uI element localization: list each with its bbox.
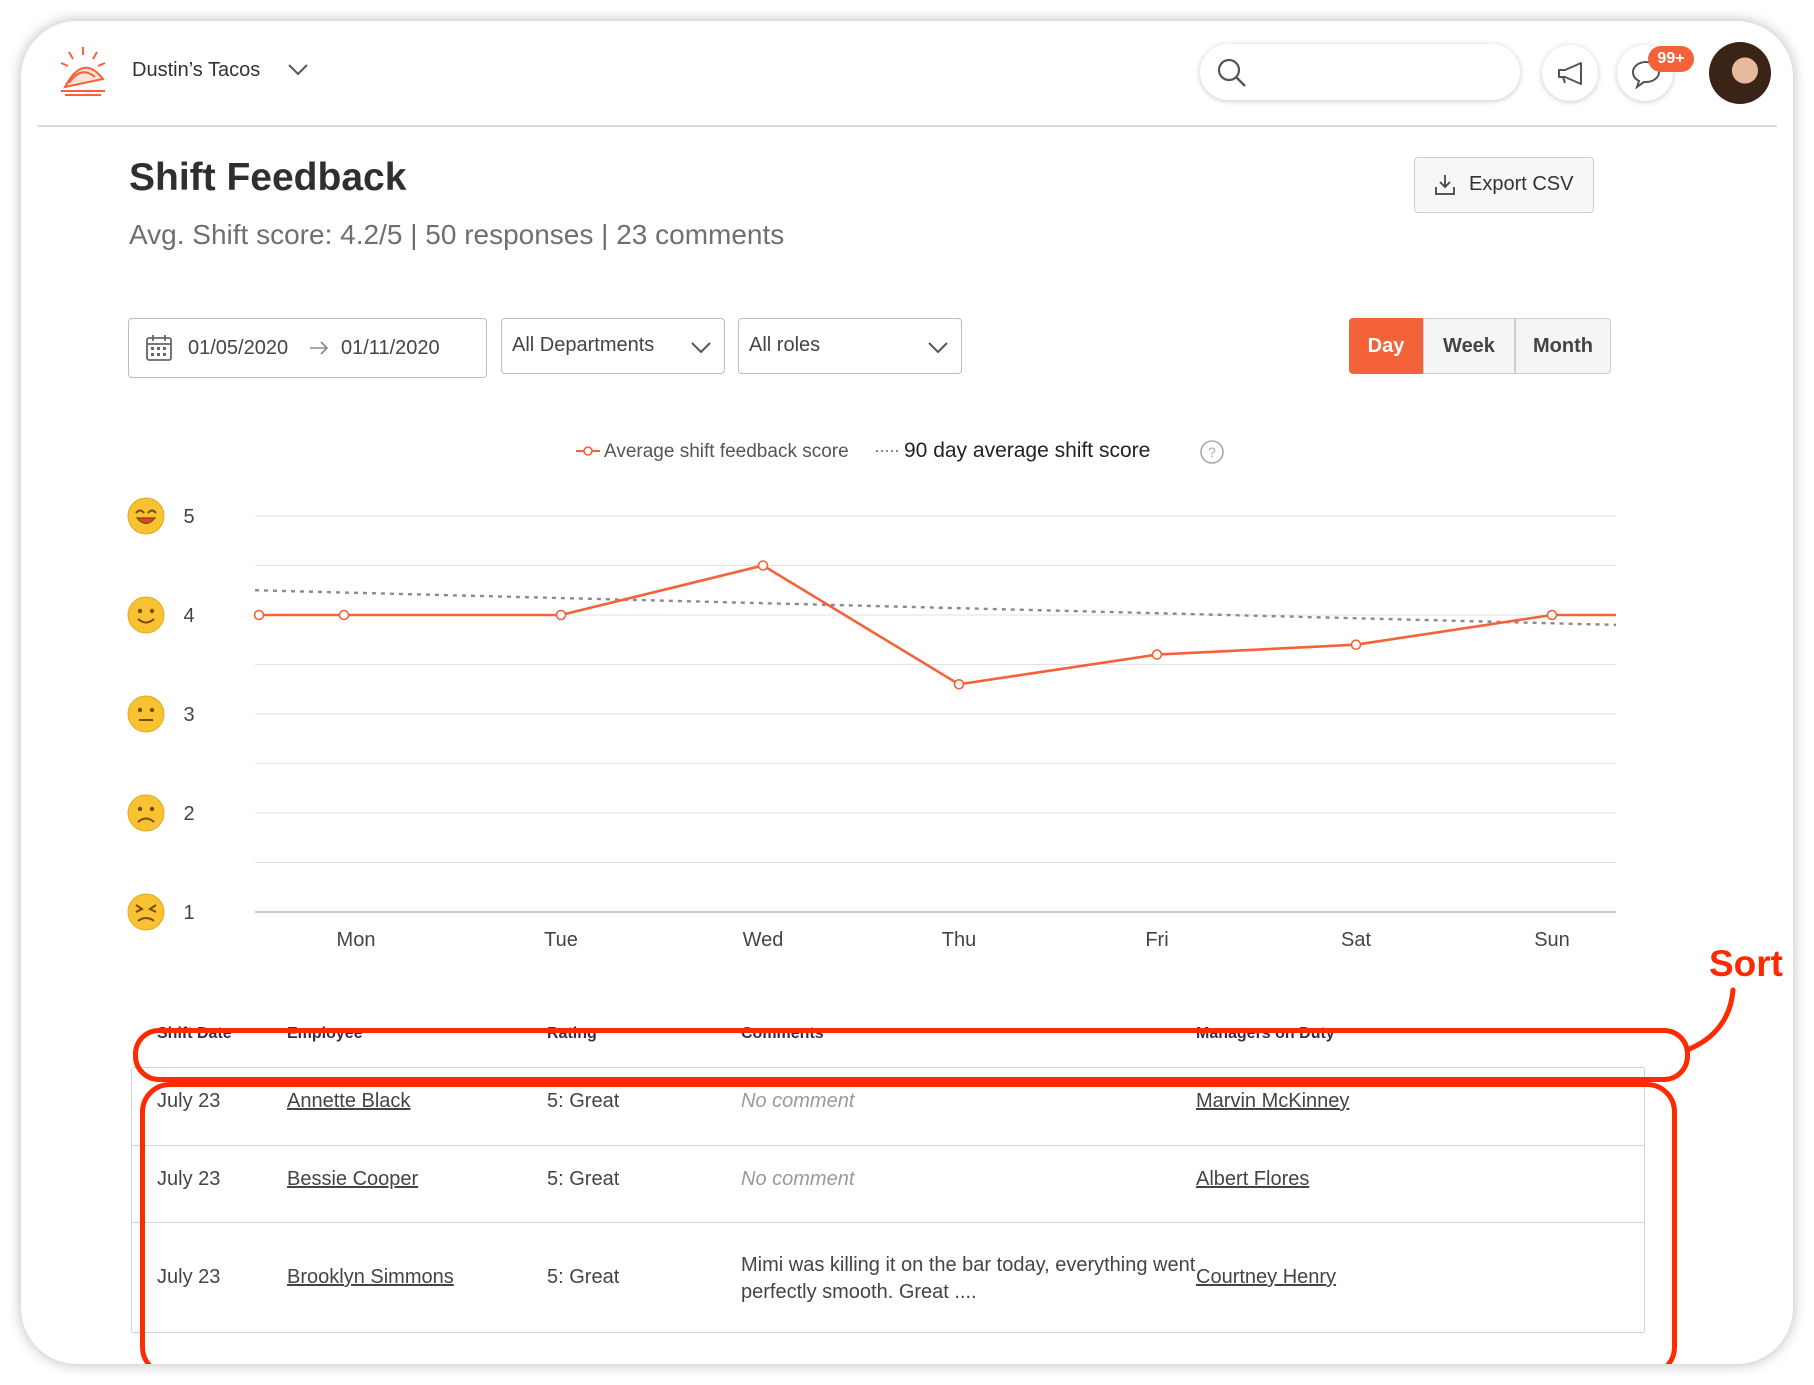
- megaphone-icon: [1558, 62, 1582, 85]
- month-button[interactable]: Month: [1515, 318, 1611, 374]
- week-button[interactable]: Week: [1423, 318, 1515, 374]
- manager-link[interactable]: Courtney Henry: [1196, 1266, 1337, 1288]
- separator: |: [593, 219, 617, 250]
- x-tick-label: Sun: [1534, 929, 1570, 951]
- manager-link[interactable]: Albert Flores: [1196, 1168, 1310, 1190]
- emoji-face-icon: [127, 794, 165, 832]
- department-select-value: All Departments: [512, 334, 655, 356]
- search-input[interactable]: [1200, 44, 1520, 100]
- x-tick-label: Fri: [1145, 929, 1168, 951]
- chevron-down-icon[interactable]: [287, 63, 309, 77]
- table-row[interactable]: July 23 Annette Black 5: Great No commen…: [132, 1068, 1644, 1145]
- y-tick-label: 3: [183, 704, 194, 726]
- manager-link[interactable]: Marvin McKinney: [1196, 1090, 1350, 1112]
- role-select-value: All roles: [749, 334, 821, 356]
- data-point: [1151, 649, 1163, 660]
- data-point: [253, 609, 265, 621]
- table-row[interactable]: July 23 Brooklyn Simmons 5: Great Mimi w…: [132, 1223, 1644, 1331]
- comments-count: 23 comments: [616, 219, 785, 250]
- annotation-arrow: [1684, 987, 1736, 1053]
- sort-highlight-header: [133, 1028, 1690, 1082]
- day-button[interactable]: Day: [1349, 318, 1423, 374]
- data-point: [555, 609, 567, 621]
- chevron-down-icon: [691, 342, 711, 354]
- row-divider: [132, 1145, 1644, 1146]
- sort-highlight-rows: [140, 1082, 1677, 1364]
- taco-logo-icon: [60, 47, 106, 96]
- emoji-face-icon: [127, 695, 165, 733]
- role-select[interactable]: All roles: [738, 318, 962, 374]
- y-tick-label: 4: [183, 605, 194, 627]
- responses-count: 50 responses: [425, 219, 594, 250]
- help-icon[interactable]: ?: [1199, 439, 1225, 465]
- emoji-face-icon: [127, 596, 165, 634]
- row-divider: [132, 1222, 1644, 1223]
- separator: |: [402, 219, 426, 250]
- emoji-face-icon: [127, 497, 165, 535]
- data-point: [338, 609, 350, 621]
- export-csv-button[interactable]: Export CSV: [1414, 157, 1594, 213]
- export-csv-label: Export CSV: [1469, 173, 1574, 195]
- cell-shift-date: July 23: [157, 1266, 221, 1288]
- top-bar: Dustin’s Tacos 99+: [37, 21, 1777, 127]
- avg-score-text: Avg. Shift score: 4.2/5: [129, 219, 403, 250]
- score-line-chart: 5 4 3 2 1 Mon Tue Wed Thu Fri Sat Sun: [127, 497, 1617, 951]
- data-point: [1546, 609, 1558, 621]
- series-line-90-day: [254, 589, 1617, 627]
- sort-annotation-label: Sort: [1709, 943, 1783, 984]
- y-tick-label: 1: [183, 902, 194, 924]
- cell-comment: Mimi was killing it on the bar today, ev…: [741, 1254, 1196, 1303]
- employee-link[interactable]: Brooklyn Simmons: [287, 1266, 454, 1288]
- department-select[interactable]: All Departments: [501, 318, 725, 374]
- emoji-face-icon: [127, 893, 165, 931]
- granularity-toggle: Day Week Month: [1349, 318, 1611, 374]
- legend-dotted-marker: [876, 450, 898, 452]
- avatar[interactable]: [1709, 42, 1771, 104]
- legend-label-90day: 90 day average shift score: [904, 439, 1151, 462]
- summary-stats: Avg. Shift score: 4.2/5 | 50 responses |…: [129, 219, 784, 251]
- calendar-icon: [146, 335, 172, 361]
- y-tick-label: 2: [183, 803, 194, 825]
- download-icon: [1435, 175, 1455, 195]
- data-point: [1350, 639, 1362, 650]
- employee-link[interactable]: Bessie Cooper: [287, 1168, 419, 1190]
- cell-rating: 5: Great: [547, 1168, 620, 1190]
- x-tick-label: Mon: [337, 929, 376, 951]
- start-date: 01/05/2020: [188, 337, 289, 359]
- data-point: [953, 679, 965, 690]
- x-tick-label: Tue: [544, 929, 578, 951]
- cell-rating: 5: Great: [547, 1266, 620, 1288]
- feedback-table: July 23 Annette Black 5: Great No commen…: [131, 1067, 1645, 1333]
- cell-comment: No comment: [741, 1168, 855, 1190]
- announcements-button[interactable]: [1542, 45, 1598, 101]
- data-point: [757, 560, 769, 571]
- x-tick-label: Wed: [743, 929, 784, 951]
- chevron-down-icon: [928, 342, 948, 354]
- y-tick-label: 5: [183, 506, 194, 528]
- svg-text:?: ?: [1208, 444, 1216, 460]
- end-date: 01/11/2020: [341, 337, 440, 359]
- page-title: Shift Feedback: [129, 156, 407, 199]
- x-tick-label: Thu: [942, 929, 976, 951]
- table-row[interactable]: July 23 Bessie Cooper 5: Great No commen…: [132, 1146, 1644, 1222]
- cell-rating: 5: Great: [547, 1090, 620, 1112]
- search-icon: [1217, 58, 1246, 87]
- legend-label-average: Average shift feedback score: [604, 441, 849, 462]
- org-name[interactable]: Dustin’s Tacos: [132, 59, 261, 81]
- cell-comment: No comment: [741, 1090, 855, 1112]
- arrow-right-icon: [310, 341, 329, 355]
- date-range-picker[interactable]: 01/05/2020 01/11/2020: [128, 318, 487, 378]
- cell-shift-date: July 23: [157, 1168, 221, 1190]
- legend-line-marker: [576, 446, 600, 456]
- cell-shift-date: July 23: [157, 1090, 221, 1112]
- series-line-average: [255, 564, 1616, 686]
- app-window: Dustin’s Tacos 99+ Shift Feedback Avg. S…: [21, 21, 1793, 1364]
- notification-badge: 99+: [1648, 46, 1694, 72]
- x-tick-label: Sat: [1341, 929, 1371, 951]
- employee-link[interactable]: Annette Black: [287, 1090, 411, 1112]
